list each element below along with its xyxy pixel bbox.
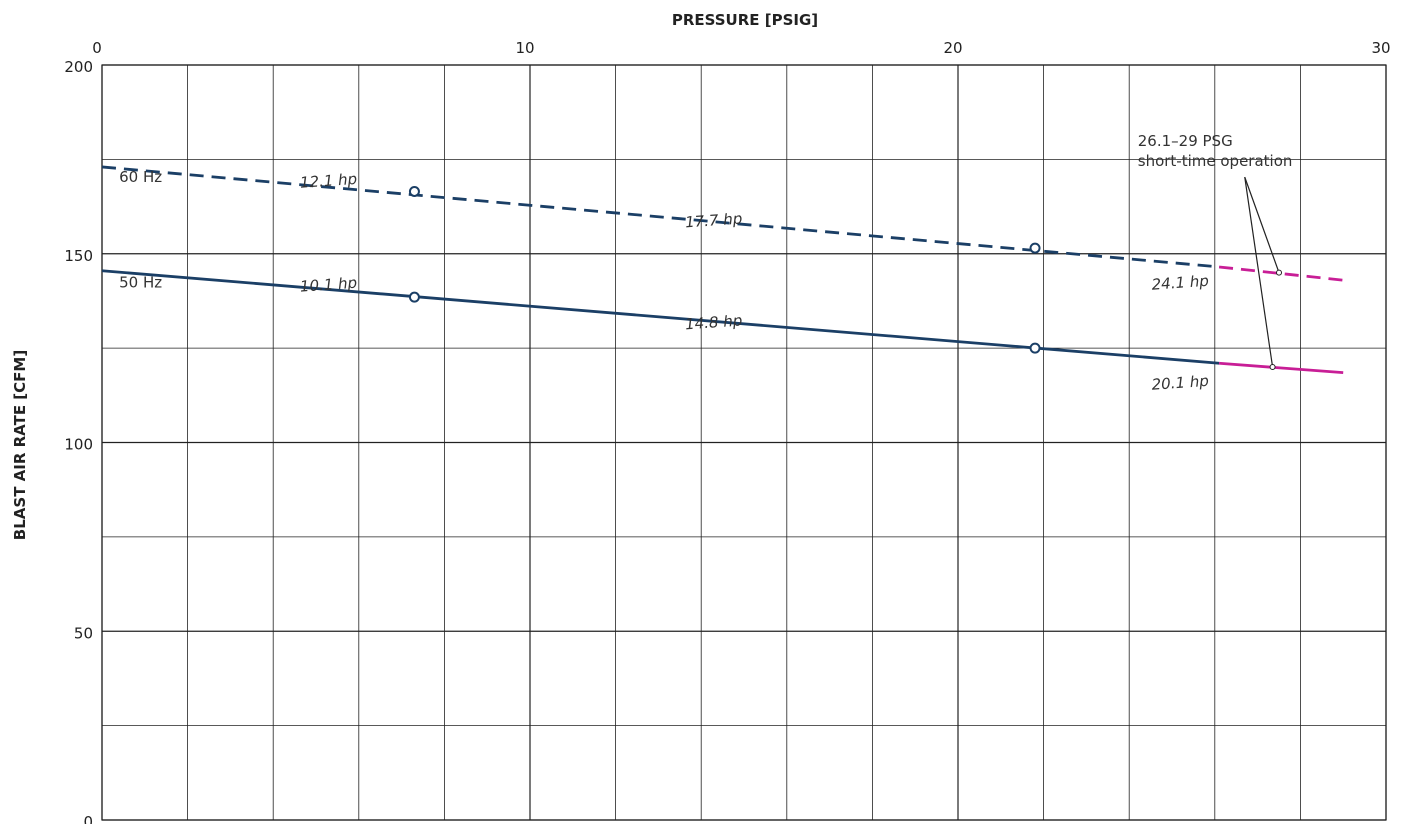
y-tick-label: 200 (64, 58, 93, 76)
power-label: 20.1 hp (1151, 372, 1209, 394)
series-line-50-hz (101, 269, 1220, 365)
series-label: 60 Hz (119, 168, 162, 186)
x-tick-label: 10 (515, 39, 534, 57)
series-line-50-hz-short-time (1218, 361, 1344, 375)
series-label: 50 Hz (119, 274, 162, 292)
annotation-text: 26.1–29 PSG (1138, 132, 1233, 150)
annotation-arrow-tip (1269, 364, 1276, 370)
grid (101, 64, 1387, 821)
data-point-marker (1029, 342, 1041, 354)
y-tick-label: 100 (64, 436, 93, 454)
plot-frame (101, 64, 1387, 821)
power-label: 10.1 hp (299, 274, 357, 296)
power-label: 12.1 hp (299, 170, 357, 192)
x-tick-label: 0 (92, 39, 102, 57)
annotation-arrow (1244, 177, 1274, 368)
data-point-marker (408, 291, 420, 303)
labels: 0 10 20 30 0 50 100 150 200 12.1 hp 17.7 hp 24.1 hp… (64, 39, 1390, 824)
y-tick-label: 50 (74, 624, 93, 642)
annotation-arrow-tip (1276, 269, 1282, 276)
annotation-text: short-time operation (1138, 152, 1293, 170)
y-tick-label: 150 (64, 247, 93, 265)
power-label: 24.1 hp (1151, 272, 1209, 294)
curves (101, 165, 1344, 375)
x-tick-label: 30 (1371, 39, 1390, 57)
y-axis-title: BLAST AIR RATE [CFM] (11, 350, 29, 540)
data-point-marker (408, 185, 420, 197)
x-axis-title: PRESSURE [PSIG] (672, 11, 818, 29)
data-point-marker (1029, 242, 1041, 254)
annotation-arrow (1244, 176, 1280, 273)
power-label: 14.8 hp (685, 311, 743, 333)
power-label: 17.7 hp (685, 209, 743, 231)
series-line-60-hz (101, 165, 1220, 269)
x-tick-label: 20 (943, 39, 962, 57)
y-tick-label: 0 (83, 813, 93, 824)
